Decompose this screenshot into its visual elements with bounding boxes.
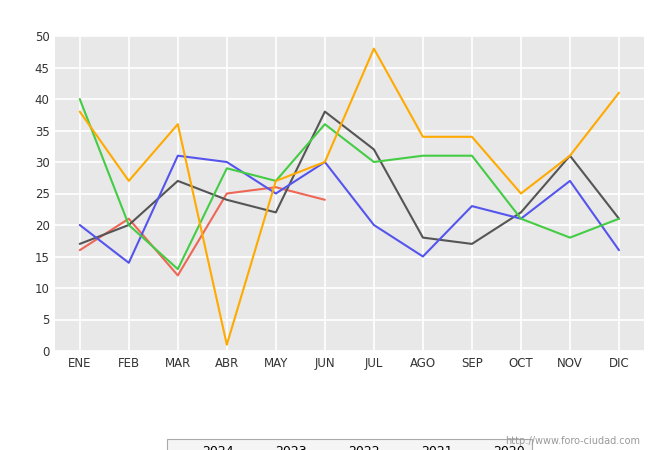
Legend: 2024, 2023, 2022, 2021, 2020: 2024, 2023, 2022, 2021, 2020 (167, 439, 532, 450)
Text: http://www.foro-ciudad.com: http://www.foro-ciudad.com (505, 436, 640, 446)
Text: Matriculaciones de Vehiculos en Martos: Matriculaciones de Vehiculos en Martos (161, 8, 489, 26)
